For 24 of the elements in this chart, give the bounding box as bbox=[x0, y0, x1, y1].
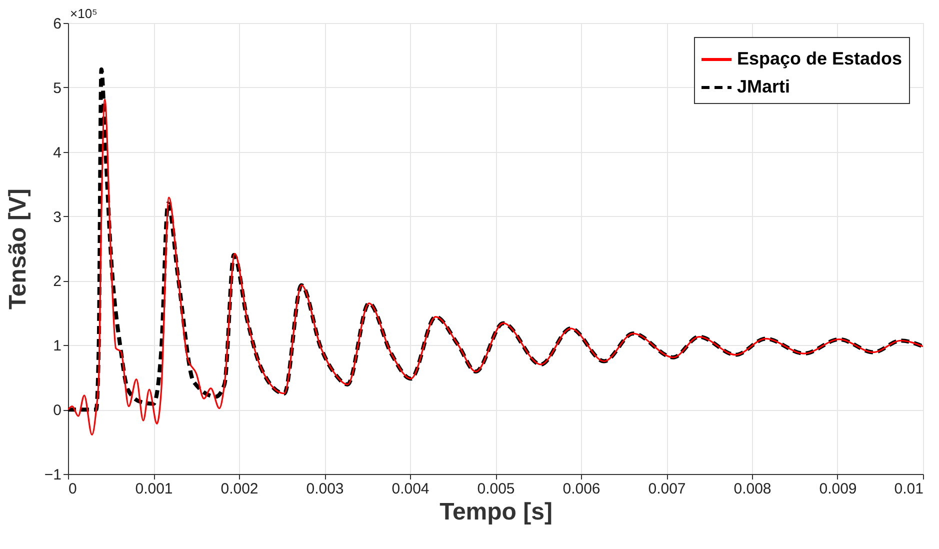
legend-label: JMarti bbox=[737, 76, 790, 96]
y-tick-label: 1 bbox=[53, 338, 62, 355]
x-tick-label: 0.01 bbox=[894, 480, 924, 498]
x-tick-label: 0.002 bbox=[220, 480, 258, 498]
y-tick-label: 2 bbox=[53, 273, 62, 290]
x-tick-label: 0.008 bbox=[734, 480, 772, 498]
x-tick-label: 0.005 bbox=[477, 480, 515, 498]
y-tick-label: 3 bbox=[53, 208, 62, 226]
y-tick-label: −1 bbox=[44, 466, 62, 484]
legend-label: Espaço de Estados bbox=[737, 48, 902, 68]
x-tick-label: 0.001 bbox=[135, 480, 173, 498]
y-axis-title: Tensão [V] bbox=[4, 188, 32, 310]
x-tick-label: 0.009 bbox=[819, 480, 857, 498]
y-tick-label: 6 bbox=[53, 16, 62, 32]
x-tick-label: 0.004 bbox=[392, 480, 430, 498]
x-tick-label: 0.003 bbox=[306, 480, 344, 498]
y-tick-label: 4 bbox=[53, 144, 62, 162]
y-tick-label: 5 bbox=[53, 80, 62, 97]
x-tick-label: 0 bbox=[68, 480, 77, 498]
y-tick-label: 0 bbox=[53, 402, 62, 420]
x-tick-label: 0.006 bbox=[562, 480, 600, 498]
x-tick-label: 0.007 bbox=[648, 480, 686, 498]
text: ×10⁵ bbox=[70, 6, 98, 21]
x-axis-title: Tempo [s] bbox=[440, 498, 552, 526]
